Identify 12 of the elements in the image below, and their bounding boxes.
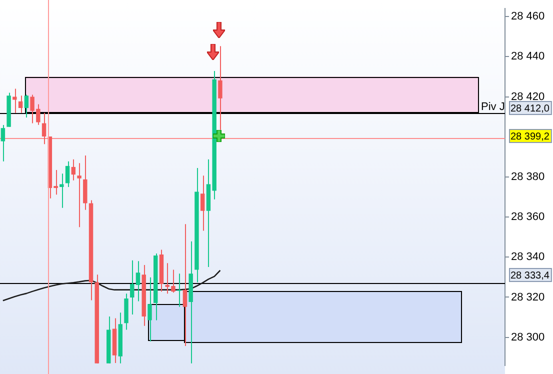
y-tick-label: 28 420 [511, 90, 545, 103]
text: 28 333,4 [510, 270, 550, 282]
y-tick-label: 28 460 [511, 10, 545, 23]
y-tick-label: 28 360 [511, 211, 545, 224]
y-tick-label: 28 380 [511, 171, 545, 184]
text: 28 399,2 [510, 131, 550, 142]
ref-line-label: Piv J [481, 101, 505, 114]
y-tick-label: 28 440 [511, 50, 545, 63]
text: 28 412,0 [510, 103, 550, 114]
y-tick-label: 28 340 [511, 251, 545, 264]
y-tick-label: 28 320 [511, 291, 545, 304]
y-tick-label: 28 300 [511, 331, 545, 344]
